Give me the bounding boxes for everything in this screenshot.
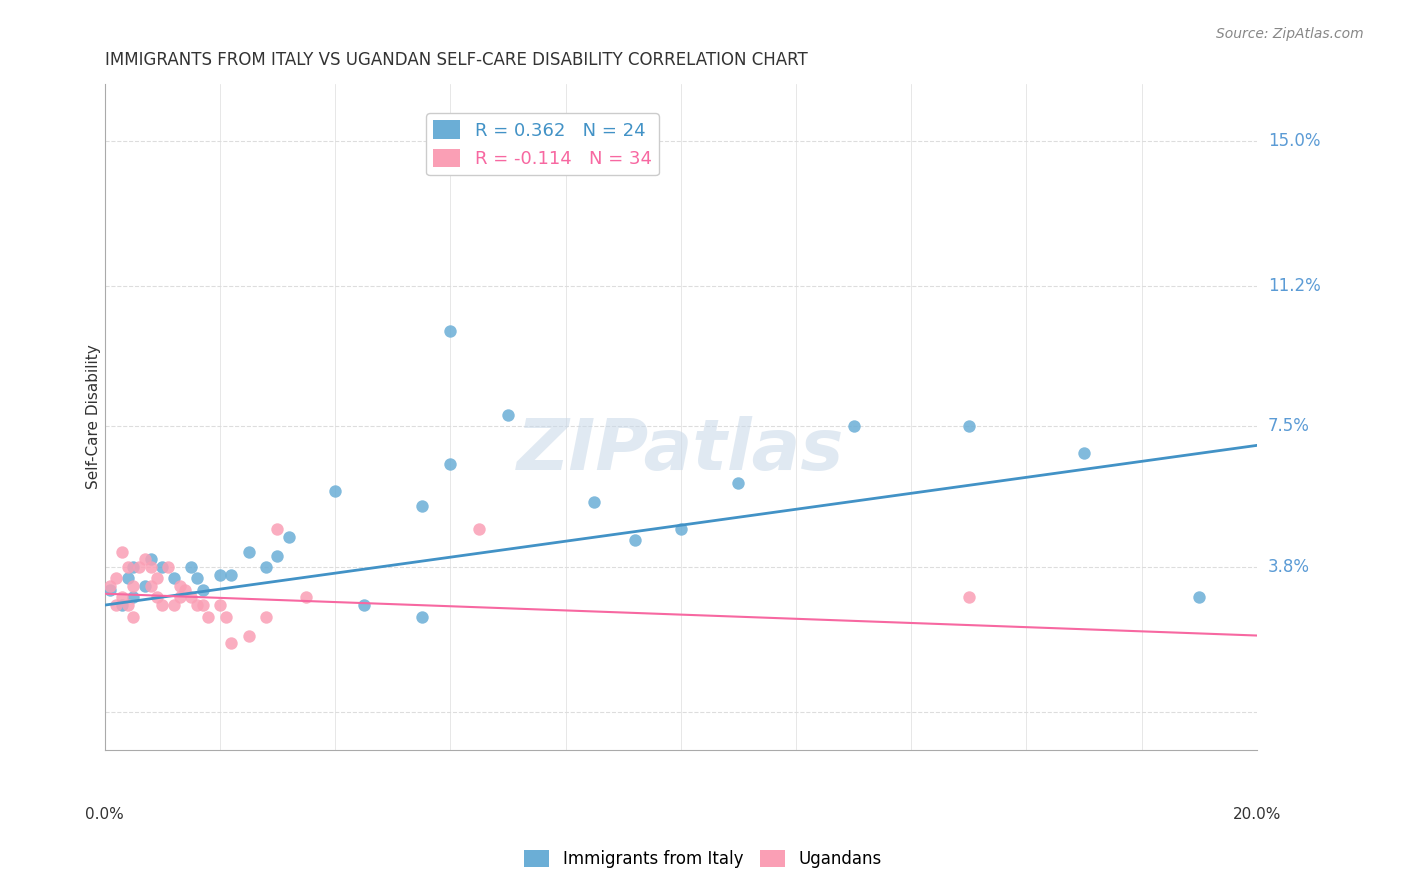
Point — [197, 609, 219, 624]
Text: 20.0%: 20.0% — [1233, 806, 1281, 822]
Point — [100, 579, 122, 593]
Point — [254, 560, 277, 574]
Point — [278, 530, 301, 544]
Text: 11.2%: 11.2% — [1268, 277, 1320, 294]
Point — [117, 572, 139, 586]
Text: 0.0%: 0.0% — [86, 806, 124, 822]
Point — [180, 591, 202, 605]
Point — [180, 560, 202, 574]
Point — [957, 591, 980, 605]
Point — [122, 560, 145, 574]
Point — [842, 419, 865, 434]
Point — [583, 495, 606, 509]
Point — [1073, 446, 1095, 460]
Point — [221, 567, 243, 582]
Point — [238, 628, 260, 642]
Point — [134, 579, 156, 593]
Point — [353, 598, 375, 612]
Text: 3.8%: 3.8% — [1268, 558, 1310, 576]
Point — [439, 458, 461, 472]
Point — [169, 579, 191, 593]
Point — [468, 522, 491, 536]
Text: Source: ZipAtlas.com: Source: ZipAtlas.com — [1216, 27, 1364, 41]
Point — [221, 636, 243, 650]
Point — [191, 582, 214, 597]
Text: 7.5%: 7.5% — [1268, 417, 1310, 435]
Point — [150, 560, 173, 574]
Text: ZIPatlas: ZIPatlas — [517, 416, 845, 484]
Point — [323, 483, 346, 498]
Point — [105, 572, 128, 586]
Point — [583, 153, 606, 168]
Point — [163, 572, 186, 586]
Point — [439, 324, 461, 338]
Point — [191, 598, 214, 612]
Point — [139, 560, 162, 574]
Point — [122, 579, 145, 593]
Point — [669, 522, 692, 536]
Point — [105, 598, 128, 612]
Point — [111, 545, 134, 559]
Point — [174, 582, 197, 597]
Point — [623, 533, 645, 548]
Point — [128, 560, 150, 574]
Point — [100, 582, 122, 597]
Point — [186, 572, 208, 586]
Legend: Immigrants from Italy, Ugandans: Immigrants from Italy, Ugandans — [517, 843, 889, 875]
Point — [122, 609, 145, 624]
Point — [139, 552, 162, 566]
Point — [208, 567, 231, 582]
Point — [727, 476, 749, 491]
Point — [122, 591, 145, 605]
Point — [117, 560, 139, 574]
Point — [145, 572, 167, 586]
Y-axis label: Self-Care Disability: Self-Care Disability — [86, 344, 101, 489]
Point — [295, 591, 318, 605]
Point — [411, 609, 433, 624]
Point — [238, 545, 260, 559]
Point — [145, 591, 167, 605]
Point — [266, 522, 288, 536]
Text: IMMIGRANTS FROM ITALY VS UGANDAN SELF-CARE DISABILITY CORRELATION CHART: IMMIGRANTS FROM ITALY VS UGANDAN SELF-CA… — [104, 51, 807, 69]
Point — [254, 609, 277, 624]
Point — [157, 560, 180, 574]
Point — [1188, 591, 1211, 605]
Point — [139, 579, 162, 593]
Point — [266, 549, 288, 563]
Point — [117, 598, 139, 612]
Point — [957, 419, 980, 434]
Point — [496, 408, 519, 422]
Text: 15.0%: 15.0% — [1268, 132, 1320, 150]
Point — [163, 598, 186, 612]
Point — [186, 598, 208, 612]
Point — [411, 500, 433, 514]
Point — [111, 591, 134, 605]
Point — [169, 591, 191, 605]
Legend: R = 0.362   N = 24, R = -0.114   N = 34: R = 0.362 N = 24, R = -0.114 N = 34 — [426, 113, 659, 176]
Point — [111, 598, 134, 612]
Point — [208, 598, 231, 612]
Point — [214, 609, 236, 624]
Point — [134, 552, 156, 566]
Point — [150, 598, 173, 612]
